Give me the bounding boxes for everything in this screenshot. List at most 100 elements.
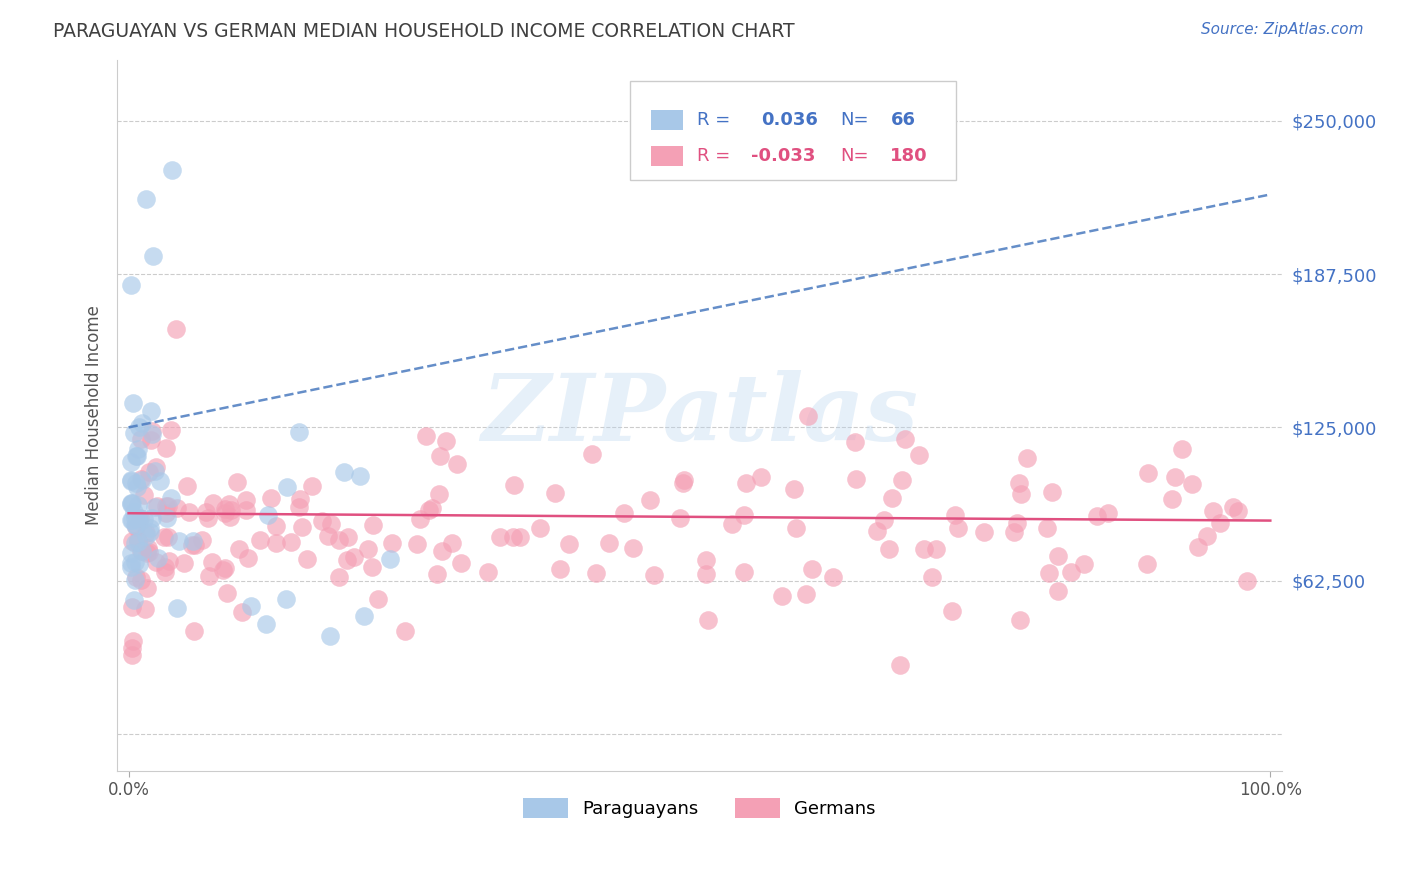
Text: Source: ZipAtlas.com: Source: ZipAtlas.com xyxy=(1201,22,1364,37)
Point xyxy=(873,513,896,527)
Point xyxy=(643,567,665,582)
Point xyxy=(378,552,401,566)
Point xyxy=(125,449,148,463)
Point xyxy=(249,533,271,547)
Point xyxy=(173,556,195,570)
Point xyxy=(120,496,142,510)
Point xyxy=(941,604,963,618)
Point xyxy=(135,193,157,207)
Point xyxy=(357,541,380,556)
Point xyxy=(420,501,443,516)
Point xyxy=(1187,540,1209,554)
Point xyxy=(145,555,167,569)
Point xyxy=(1161,492,1184,507)
Point xyxy=(1202,504,1225,518)
Point xyxy=(695,566,717,581)
Point xyxy=(429,449,451,463)
Point xyxy=(122,593,145,607)
Point xyxy=(219,503,242,517)
Point xyxy=(138,525,160,540)
Point xyxy=(311,514,333,528)
Point xyxy=(167,534,190,549)
Point xyxy=(1015,451,1038,466)
Point xyxy=(129,573,152,587)
Point xyxy=(156,511,179,525)
Point xyxy=(135,525,157,540)
Text: ZIPatlas: ZIPatlas xyxy=(481,370,918,460)
Point xyxy=(120,455,142,469)
Point xyxy=(367,591,389,606)
Point xyxy=(336,553,359,567)
Point xyxy=(877,542,900,557)
Point xyxy=(276,480,298,494)
Point xyxy=(124,555,146,569)
Point xyxy=(889,658,911,673)
Point xyxy=(548,562,571,576)
Point xyxy=(1136,557,1159,571)
Point xyxy=(908,448,931,462)
Point xyxy=(201,555,224,569)
Point xyxy=(219,510,242,524)
Point xyxy=(598,535,620,549)
Point xyxy=(1010,487,1032,501)
Text: 180: 180 xyxy=(890,146,928,165)
Point xyxy=(125,450,148,464)
Point xyxy=(1036,520,1059,534)
Point xyxy=(973,524,995,539)
Point xyxy=(1171,442,1194,456)
Point xyxy=(429,487,451,501)
Point xyxy=(823,570,845,584)
Point xyxy=(141,426,163,441)
Point xyxy=(155,500,177,514)
Point xyxy=(125,570,148,584)
Point xyxy=(226,475,249,489)
Point xyxy=(166,600,188,615)
Point xyxy=(127,510,149,524)
Point xyxy=(880,491,903,505)
Point xyxy=(214,561,236,575)
Point xyxy=(409,512,432,526)
Point xyxy=(127,442,149,456)
Point xyxy=(1038,566,1060,580)
Point xyxy=(276,592,298,607)
Point xyxy=(135,546,157,560)
Point xyxy=(264,536,287,550)
Point xyxy=(1073,558,1095,572)
Y-axis label: Median Household Income: Median Household Income xyxy=(86,305,103,525)
Point xyxy=(214,502,236,516)
Point xyxy=(287,500,309,514)
Point xyxy=(124,520,146,534)
Point xyxy=(139,521,162,535)
Point xyxy=(328,533,350,547)
Text: PARAGUAYAN VS GERMAN MEDIAN HOUSEHOLD INCOME CORRELATION CHART: PARAGUAYAN VS GERMAN MEDIAN HOUSEHOLD IN… xyxy=(53,22,794,41)
Point xyxy=(121,513,143,527)
Point xyxy=(321,516,343,531)
Point xyxy=(613,506,636,520)
Point xyxy=(160,423,183,437)
Point xyxy=(254,616,277,631)
Bar xyxy=(630,81,956,180)
Point xyxy=(127,533,149,547)
Point xyxy=(127,534,149,549)
Point xyxy=(120,559,142,574)
Point xyxy=(122,425,145,440)
Point xyxy=(295,552,318,566)
Point xyxy=(131,543,153,558)
Point xyxy=(672,473,695,487)
Point xyxy=(845,472,868,486)
Point xyxy=(145,460,167,475)
Point xyxy=(218,497,240,511)
Point xyxy=(129,543,152,558)
Point xyxy=(288,491,311,506)
Point xyxy=(139,404,162,418)
Point xyxy=(122,396,145,410)
Point xyxy=(1097,506,1119,520)
Point xyxy=(336,530,359,544)
Point xyxy=(1040,485,1063,500)
Point xyxy=(406,537,429,551)
Point xyxy=(529,521,551,535)
Point xyxy=(197,511,219,525)
Point xyxy=(509,530,531,544)
Point xyxy=(436,434,458,448)
Point xyxy=(291,520,314,534)
